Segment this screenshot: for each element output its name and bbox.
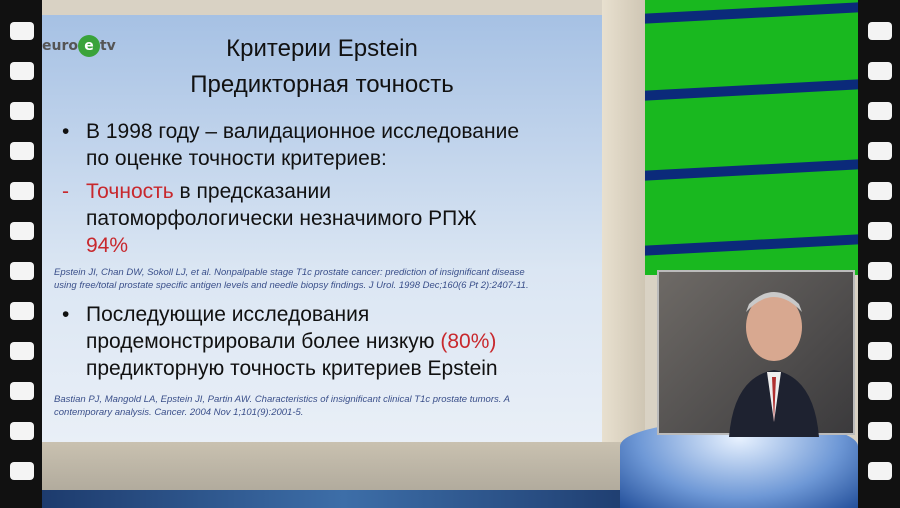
speaker-figure: [729, 292, 819, 437]
slide-subtitle: Предикторная точность: [190, 71, 454, 98]
bullet-1: • В 1998 году – валидационное исследовани…: [62, 120, 519, 170]
film-strip-left: [0, 0, 42, 508]
sub-bullet: - Точность в предсказании патоморфологичес…: [62, 180, 477, 257]
studio-background: [602, 0, 645, 508]
presentation-slide: euro e tv Критерии Epstein Предикторная то…: [42, 15, 602, 442]
speaker-video-inset: [657, 270, 855, 437]
eurotv-logo: euro e tv: [42, 35, 116, 57]
slide-title: Критерии Epstein: [226, 35, 418, 62]
citation-2: Bastian PJ, Mangold LA, Epstein JI, Part…: [54, 394, 511, 418]
citation-1: Epstein JI, Chan DW, Sokoll LJ, et al. N…: [54, 267, 529, 291]
bullet-2: • Последующие исследования продемонстриров…: [62, 303, 498, 380]
film-strip-right: [858, 0, 900, 508]
studio-green-wall: [645, 0, 858, 275]
studio-floor: [42, 442, 645, 508]
